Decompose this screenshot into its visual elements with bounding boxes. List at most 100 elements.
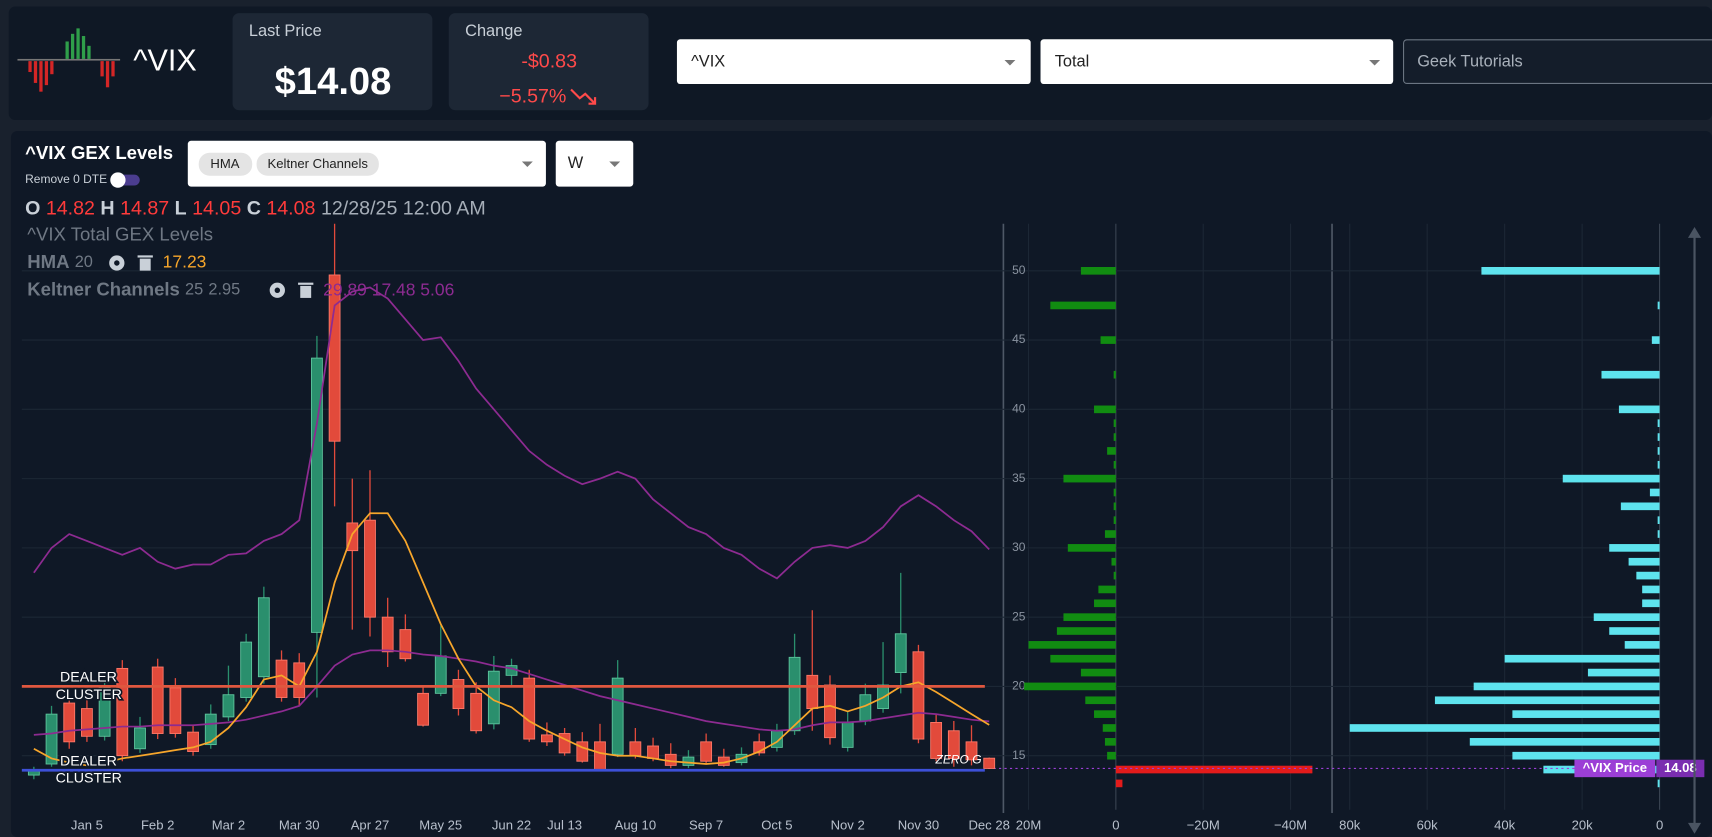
trash-icon[interactable] (139, 258, 151, 271)
candle-body (700, 741, 713, 762)
down-icon (570, 88, 597, 105)
timestamp: 12/28/25 12:00 AM (321, 198, 486, 220)
bar (1094, 599, 1116, 608)
x-tick-label: Apr 27 (351, 818, 390, 833)
chip[interactable] (256, 152, 379, 176)
select-box[interactable] (1040, 39, 1394, 85)
candle-body (346, 522, 359, 552)
legend-value: 17.48 (372, 279, 416, 299)
candle-body (204, 713, 217, 746)
select-type[interactable]: Total (1040, 39, 1394, 85)
x-tick-label: 80k (1339, 818, 1361, 833)
x-tick-label: −20M (1187, 818, 1220, 833)
legend-main: ^VIX Total GEX Levels (27, 224, 213, 245)
scrollbar[interactable] (1687, 226, 1702, 834)
candle-body (399, 629, 412, 660)
candle-body (328, 274, 341, 442)
bar (1094, 710, 1116, 718)
bar (1651, 336, 1660, 344)
ohlc-line: O 14.82 H 14.87 L 14.05 C 14.08 12/28/25… (25, 198, 486, 220)
select-box[interactable] (1403, 39, 1712, 85)
hma-icons[interactable] (109, 255, 153, 271)
bar (1100, 336, 1116, 344)
last-price-label: Last Price (249, 22, 322, 40)
scroll-down[interactable] (1687, 822, 1702, 834)
bar (1609, 627, 1660, 635)
candle-body (470, 692, 483, 732)
candle-body (381, 616, 394, 653)
ohlc-value: 14.87 (120, 198, 169, 220)
legend-hma: HMA 20 (27, 251, 93, 272)
candles (27, 223, 996, 780)
x-tick-label: Oct 5 (761, 818, 792, 833)
candle-body (894, 633, 907, 674)
level-label: CLUSTER (56, 687, 122, 703)
chip[interactable] (198, 152, 253, 176)
plot: 20M 0 −20M −40M 15 20 25 30 35 40 45 50 80k 60k 40k 20k… (21, 223, 1705, 833)
trash-icon[interactable] (300, 285, 312, 298)
scroll-up[interactable] (1687, 226, 1702, 238)
x-tick-label: Nov 2 (831, 818, 865, 833)
select-account[interactable]: Geek Tutorials (1403, 39, 1712, 85)
legend-hma-value: 17.23 (163, 252, 207, 272)
candle-body (824, 684, 836, 739)
legend-name: HMA (27, 251, 69, 272)
bar (1080, 668, 1116, 677)
bar (1649, 488, 1660, 497)
bar (1104, 738, 1116, 746)
zero-gamma-label: ZERO G (935, 753, 982, 767)
bar (1113, 433, 1116, 441)
ohlc-value: 14.05 (192, 198, 241, 220)
bar (1628, 557, 1660, 566)
bar (1434, 696, 1660, 705)
candle-body (311, 357, 323, 633)
x-tick-label: 0 (1656, 818, 1663, 833)
bar (1111, 557, 1116, 566)
chip-text: Keltner Channels (268, 156, 369, 171)
x-tick-label: Mar 30 (279, 818, 320, 833)
bar (1113, 460, 1116, 469)
bar (1056, 627, 1116, 635)
bar (1587, 668, 1660, 677)
candle-body (788, 656, 801, 732)
candle-body (222, 694, 235, 718)
x-tick-label: Jul 13 (547, 818, 582, 833)
candle-body (841, 722, 854, 748)
ohlc-value: 14.82 (46, 198, 95, 220)
bar (1102, 724, 1116, 732)
trash-lid (137, 255, 153, 258)
bar (1024, 682, 1116, 691)
candle-body (947, 730, 960, 759)
indicator-line (33, 512, 990, 767)
keltner-icons[interactable] (269, 282, 314, 298)
change-pct: −5.57% (499, 85, 566, 107)
interval-select[interactable] (555, 140, 634, 187)
ohlc-value: 14.08 (266, 198, 315, 220)
bar (1473, 682, 1660, 691)
candle-body (611, 677, 624, 755)
candle-body (45, 713, 58, 765)
bar (1098, 585, 1116, 594)
select-box[interactable] (676, 39, 1031, 85)
panel-title: ^VIX GEX Levels (25, 142, 173, 163)
change-label: Change (465, 22, 522, 40)
bar (1657, 301, 1660, 310)
toggle[interactable] (110, 172, 140, 188)
bar (1481, 266, 1660, 275)
candle-body (806, 674, 819, 710)
select-text: ^VIX (691, 53, 725, 71)
bar (1657, 433, 1660, 441)
bar (1657, 447, 1660, 455)
legend-keltner: Keltner Channels 25 2.95 (27, 278, 240, 299)
candle-body (629, 741, 642, 757)
bar (1512, 751, 1660, 760)
ohlc-label: C (247, 198, 261, 220)
last-price: $14.08 (275, 60, 392, 103)
x-tick-label: 20k (1572, 818, 1594, 833)
candle-body (364, 519, 376, 618)
toggle-knob[interactable] (110, 172, 126, 188)
bar (1113, 502, 1116, 511)
select-symbol[interactable]: ^VIX (676, 39, 1031, 85)
bar (1657, 460, 1660, 469)
